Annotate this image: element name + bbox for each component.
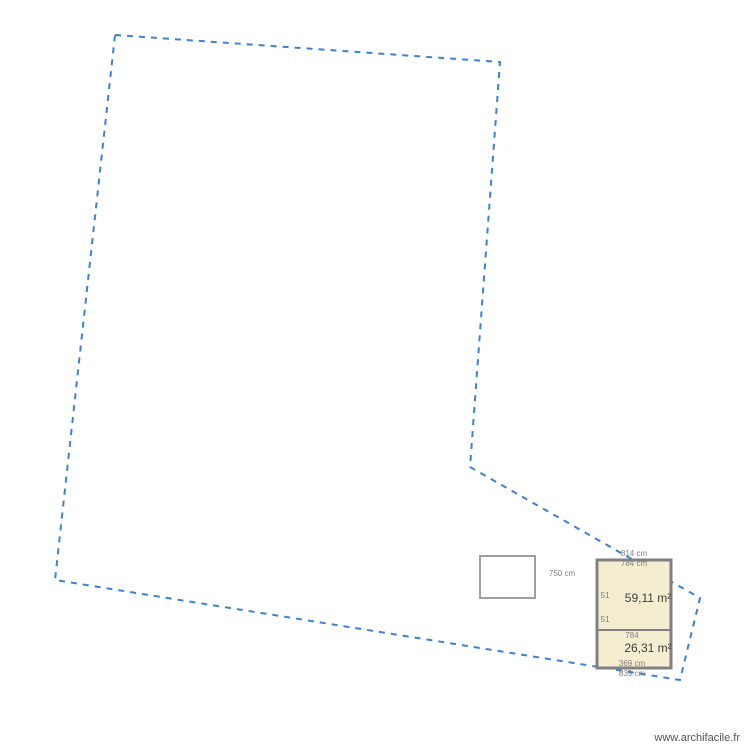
- dimension-label: 51: [601, 615, 610, 624]
- dimension-label: 839 cm: [619, 669, 646, 678]
- dimension-label: 784 cm: [621, 559, 648, 568]
- watermark-text: www.archifacile.fr: [654, 732, 740, 744]
- floorplan-canvas: 750 cm 814 cm784 cm 784 369 cm839 cm 51 51 59…: [0, 0, 750, 750]
- area-label: 59,11 m²: [625, 591, 671, 605]
- dimension-label: 369 cm: [619, 659, 646, 668]
- outbuilding-rect: [480, 556, 535, 598]
- dimension-label: 784: [625, 631, 639, 640]
- dimension-label: 750 cm: [549, 569, 576, 578]
- dimension-label: 51: [601, 591, 610, 600]
- dimension-label: 814 cm: [621, 549, 648, 558]
- area-label: 26,31 m²: [624, 641, 671, 655]
